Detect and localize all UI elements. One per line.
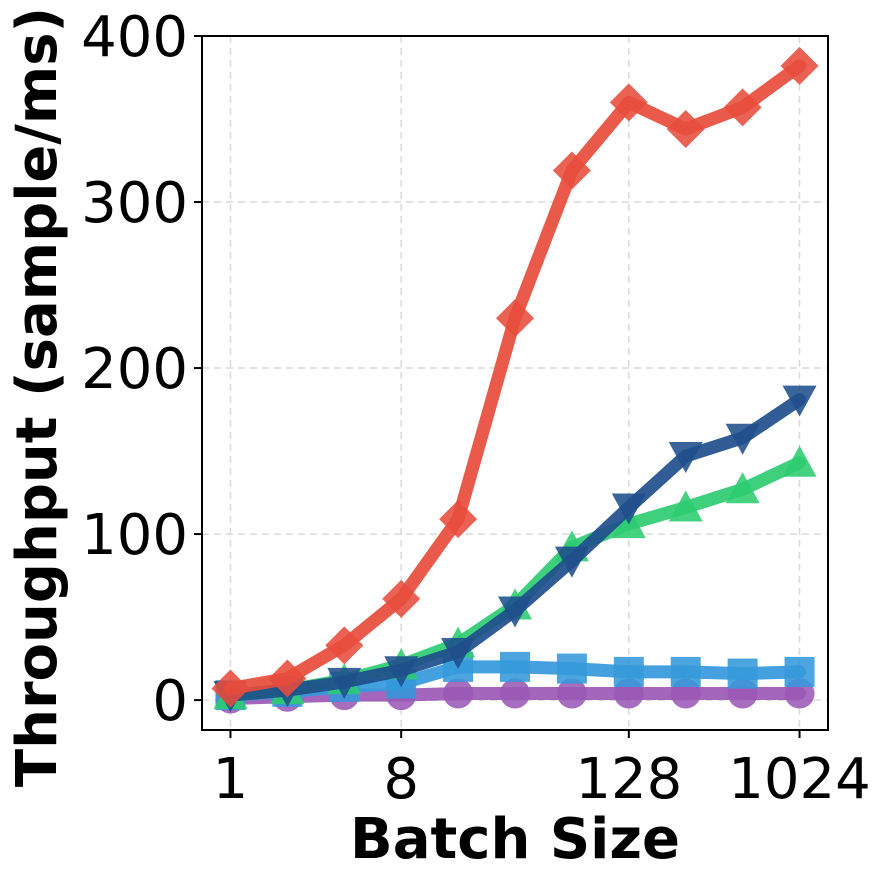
triangle-down-marker [498, 596, 532, 628]
diamond-marker [211, 669, 250, 708]
diamond-marker [325, 626, 364, 665]
y-axis-label: Throughput (sample/ms) [5, 7, 70, 787]
square-marker [727, 658, 758, 689]
square-marker [556, 653, 587, 684]
triangle-up-marker [782, 445, 817, 477]
diamond-marker [552, 151, 591, 190]
triangle-down-marker [611, 493, 646, 525]
diamond-marker [609, 83, 648, 122]
square-marker [500, 651, 530, 682]
diamond-marker [496, 299, 534, 338]
circle-marker [500, 678, 530, 709]
diamond-marker [268, 659, 307, 698]
triangle-down-marker [327, 667, 362, 699]
diamond-marker [439, 500, 478, 539]
series-line [224, 393, 806, 702]
diamond-marker [780, 46, 819, 85]
x-tick-label: 8 [383, 747, 419, 812]
diamond-marker [723, 88, 762, 127]
triangle-down-marker [441, 637, 476, 669]
circle-marker [556, 678, 587, 709]
diamond-marker [666, 109, 705, 148]
triangle-down-marker [782, 385, 817, 417]
y-tick-label: 100 [81, 503, 188, 568]
y-tick-label: 0 [152, 669, 188, 734]
x-tick-label: 1 [213, 747, 249, 812]
series-diamond [211, 46, 819, 708]
triangle-up-marker [725, 472, 760, 504]
triangle-down-marker [384, 656, 419, 688]
x-axis-ticks: 1 8 128 1024 [213, 730, 871, 812]
triangle-down-marker [725, 423, 760, 455]
square-marker [613, 656, 644, 687]
x-tick-label: 128 [575, 747, 682, 812]
triangle-down-marker [668, 442, 703, 474]
triangle-up-marker [668, 490, 703, 522]
series-layer [211, 46, 819, 714]
square-marker [670, 656, 701, 687]
diamond-marker [382, 579, 421, 618]
x-tick-label: 1024 [728, 747, 871, 812]
plot-frame [201, 35, 829, 731]
triangle-down-marker [554, 546, 589, 578]
y-tick-label: 400 [81, 5, 188, 70]
circle-marker [443, 678, 474, 709]
x-axis-label: Batch Size [350, 807, 680, 872]
y-tick-label: 300 [81, 171, 188, 236]
y-tick-label: 200 [81, 337, 188, 402]
y-axis-ticks: 0 100 200 300 400 [81, 5, 202, 734]
square-marker [784, 656, 815, 687]
